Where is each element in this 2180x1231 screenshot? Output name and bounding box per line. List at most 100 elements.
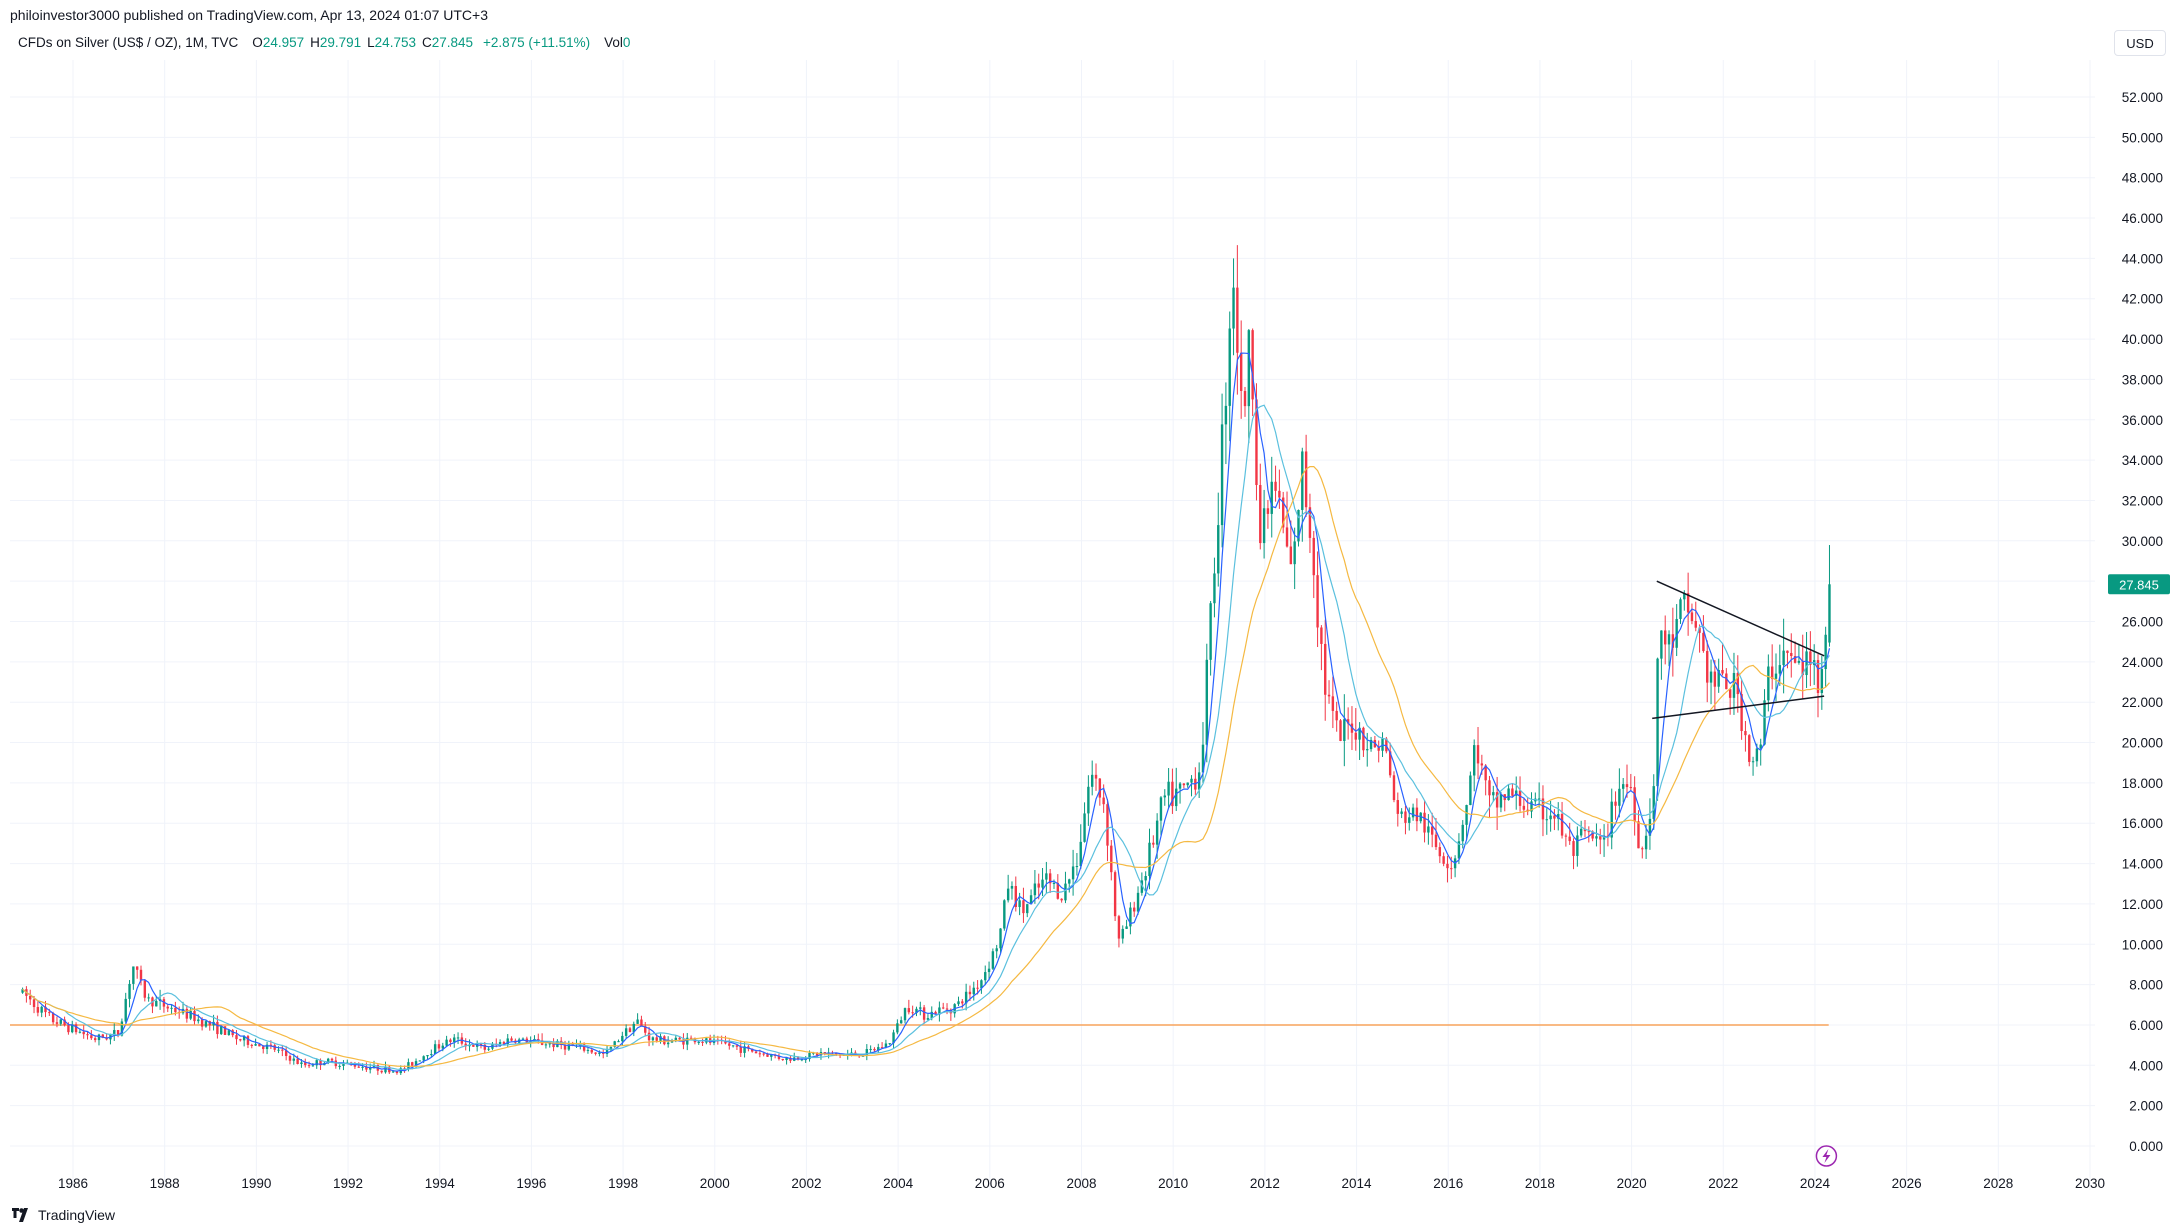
candle xyxy=(1572,838,1575,870)
candle xyxy=(735,1045,739,1051)
candle xyxy=(1400,808,1403,819)
candle xyxy=(1713,659,1717,710)
candle xyxy=(1656,657,1659,801)
candle xyxy=(1220,393,1224,548)
candle xyxy=(1568,822,1571,845)
candle xyxy=(139,965,143,986)
y-tick-label: 46.000 xyxy=(2122,211,2163,226)
candle xyxy=(1488,775,1491,818)
ma-fast-line[interactable] xyxy=(22,352,1831,1072)
candle xyxy=(1728,689,1732,715)
candle xyxy=(594,1052,597,1056)
candle xyxy=(647,1026,651,1047)
candle xyxy=(1098,778,1102,806)
candle xyxy=(475,1040,479,1052)
lightning-icon[interactable] xyxy=(1815,1145,1838,1167)
candle xyxy=(1087,775,1090,826)
candle xyxy=(1686,572,1690,636)
candle xyxy=(304,1058,307,1068)
candle xyxy=(1805,632,1808,688)
last-price-badge-bg xyxy=(2108,574,2170,595)
candle xyxy=(991,948,995,970)
symbol-legend: CFDs on Silver (US$ / OZ), 1M, TVC O24.9… xyxy=(18,35,630,50)
candle xyxy=(1629,773,1633,791)
candle xyxy=(1816,654,1820,718)
candle xyxy=(1090,760,1094,796)
candle xyxy=(1297,509,1300,547)
candle xyxy=(1770,644,1774,690)
candle xyxy=(984,965,987,986)
candle xyxy=(865,1044,869,1061)
candle xyxy=(1423,800,1426,843)
candle xyxy=(1495,776,1499,830)
candle xyxy=(605,1045,609,1057)
candle xyxy=(1767,654,1770,712)
candle xyxy=(1064,871,1067,904)
candle xyxy=(330,1057,334,1062)
candle xyxy=(132,966,135,990)
candle xyxy=(1106,798,1109,862)
candle xyxy=(288,1054,292,1065)
candle xyxy=(1033,869,1037,904)
candle xyxy=(540,1033,544,1046)
ma-slow-line[interactable] xyxy=(22,466,1830,1068)
candle xyxy=(1301,447,1304,542)
candle xyxy=(613,1040,616,1048)
footer-brand[interactable]: TradingView xyxy=(10,1207,115,1223)
candle xyxy=(418,1060,422,1062)
candle xyxy=(185,1005,189,1023)
candle xyxy=(689,1035,693,1039)
candle xyxy=(1786,650,1789,669)
candle xyxy=(204,1019,208,1028)
x-tick-label: 2028 xyxy=(1983,1176,2013,1191)
last-price-label: 27.845 xyxy=(2119,577,2159,592)
lower-trendline[interactable] xyxy=(1652,695,1825,720)
y-tick-label: 14.000 xyxy=(2122,857,2163,872)
candle xyxy=(1751,756,1755,776)
candle xyxy=(896,1019,899,1035)
x-tick-label: 2002 xyxy=(791,1176,821,1191)
candle xyxy=(1026,903,1029,918)
symbol-title[interactable]: CFDs on Silver (US$ / OZ), 1M, TVC xyxy=(18,35,239,50)
x-tick-label: 2020 xyxy=(1617,1176,1647,1191)
candle xyxy=(1331,676,1335,729)
candle xyxy=(644,1021,647,1037)
candle xyxy=(1660,630,1663,680)
y-tick-label: 42.000 xyxy=(2122,292,2163,307)
candle xyxy=(1075,853,1079,876)
candle xyxy=(1190,775,1193,797)
upper-trendline[interactable] xyxy=(1656,580,1825,657)
high-label: H xyxy=(310,35,320,50)
candle xyxy=(453,1034,456,1048)
candle xyxy=(1167,768,1170,809)
currency-button[interactable]: USD xyxy=(2114,30,2166,56)
candle xyxy=(437,1039,441,1052)
x-tick-label: 2030 xyxy=(2075,1176,2105,1191)
candle xyxy=(1163,789,1166,806)
candle xyxy=(1664,615,1667,665)
candle xyxy=(1621,777,1625,803)
candle xyxy=(708,1034,712,1046)
ma-mid-line[interactable] xyxy=(22,404,1830,1071)
candle xyxy=(1339,719,1342,742)
candle xyxy=(624,1024,628,1039)
candle xyxy=(109,1033,112,1045)
candle xyxy=(1534,792,1537,805)
candle xyxy=(586,1047,590,1054)
candle xyxy=(1759,738,1762,766)
high-value: 29.791 xyxy=(319,35,362,50)
candle xyxy=(617,1039,620,1043)
y-tick-label: 34.000 xyxy=(2122,453,2163,468)
candle xyxy=(724,1035,727,1045)
candle xyxy=(1056,874,1060,900)
y-tick-label: 20.000 xyxy=(2122,736,2163,751)
candle xyxy=(1633,776,1636,836)
candle xyxy=(1217,492,1220,587)
candle xyxy=(552,1038,555,1052)
candle xyxy=(1213,557,1216,618)
candle xyxy=(1270,456,1273,538)
candle xyxy=(1324,619,1327,721)
time-axis: 1986 1988 1990 1992 1994 1996 1998 2000 2002 2004… xyxy=(58,1176,2105,1191)
y-tick-label: 30.000 xyxy=(2122,534,2163,549)
